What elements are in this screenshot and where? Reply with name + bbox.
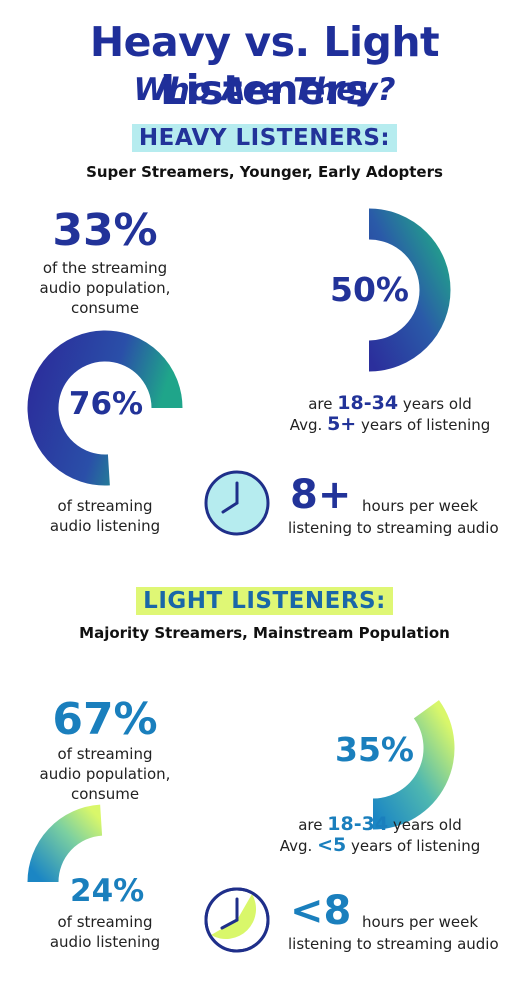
age-pre: are <box>308 395 333 413</box>
light-heading: LIGHT LISTENERS: <box>136 587 393 615</box>
age-line: are 18-34 years old <box>260 393 520 414</box>
text-line: of the streaming <box>42 259 168 277</box>
page-subtitle: Who Are They? <box>133 72 396 108</box>
heavy-age-pct: 50% <box>330 270 409 309</box>
heavy-population-pct: 33% <box>52 205 158 256</box>
heavy-population-text: of the streaming audio population, consu… <box>0 258 210 318</box>
text-line: audio population, <box>39 765 171 783</box>
heavy-hours-line2: listening to streaming audio <box>288 519 499 537</box>
years-pre: Avg. <box>279 837 313 855</box>
years-value: <5 <box>317 834 347 856</box>
light-listening-arc <box>27 804 103 883</box>
clock-icon <box>204 887 270 953</box>
light-population-text: of streaming audio population, consume <box>0 744 210 804</box>
light-age-arc <box>372 700 455 830</box>
light-population-pct: 67% <box>52 694 158 745</box>
text-line: of streaming <box>57 745 153 763</box>
light-hours-line1: hours per week <box>362 913 479 931</box>
text-line: consume <box>70 785 140 803</box>
text-line: of streaming <box>57 497 153 515</box>
age-range: 18-34 <box>337 392 399 414</box>
text-line: consume <box>70 299 140 317</box>
age-post: years old <box>392 816 462 834</box>
light-listening-pct: 24% <box>70 873 145 909</box>
age-range: 18-34 <box>327 813 389 835</box>
page-title: Heavy vs. Light Listeners <box>89 18 440 114</box>
heavy-heading: HEAVY LISTENERS: <box>131 124 398 152</box>
text-line: audio listening <box>49 933 161 951</box>
age-line: are 18-34 years old <box>250 814 510 835</box>
light-hours: <8 <box>290 888 352 934</box>
heavy-age-text: are 18-34 years old Avg. 5+ years of lis… <box>260 393 520 435</box>
years-post: years of listening <box>351 837 481 855</box>
light-hours-line2: listening to streaming audio <box>288 935 499 953</box>
heavy-age-arc <box>368 208 451 372</box>
heavy-hours-line1: hours per week <box>362 497 479 515</box>
years-line: Avg. <5 years of listening <box>250 835 510 856</box>
text-line: of streaming <box>57 913 153 931</box>
light-age-pct: 35% <box>335 730 414 769</box>
heavy-listening-pct: 76% <box>68 386 144 422</box>
heavy-hours: 8+ <box>290 472 352 518</box>
age-post: years old <box>402 395 472 413</box>
heavy-tagline: Super Streamers, Younger, Early Adopters <box>86 163 443 181</box>
text-line: audio listening <box>49 517 161 535</box>
years-post: years of listening <box>361 416 491 434</box>
years-pre: Avg. <box>289 416 323 434</box>
heavy-listening-text: of streaming audio listening <box>0 496 210 536</box>
age-pre: are <box>298 816 323 834</box>
light-age-text: are 18-34 years old Avg. <5 years of lis… <box>250 814 510 856</box>
years-line: Avg. 5+ years of listening <box>260 414 520 435</box>
heavy-listening-arc <box>27 330 183 486</box>
clock-icon <box>204 470 270 536</box>
light-listening-text: of streaming audio listening <box>0 912 210 952</box>
years-value: 5+ <box>327 413 357 435</box>
light-tagline: Majority Streamers, Mainstream Populatio… <box>79 624 450 642</box>
text-line: audio population, <box>39 279 171 297</box>
